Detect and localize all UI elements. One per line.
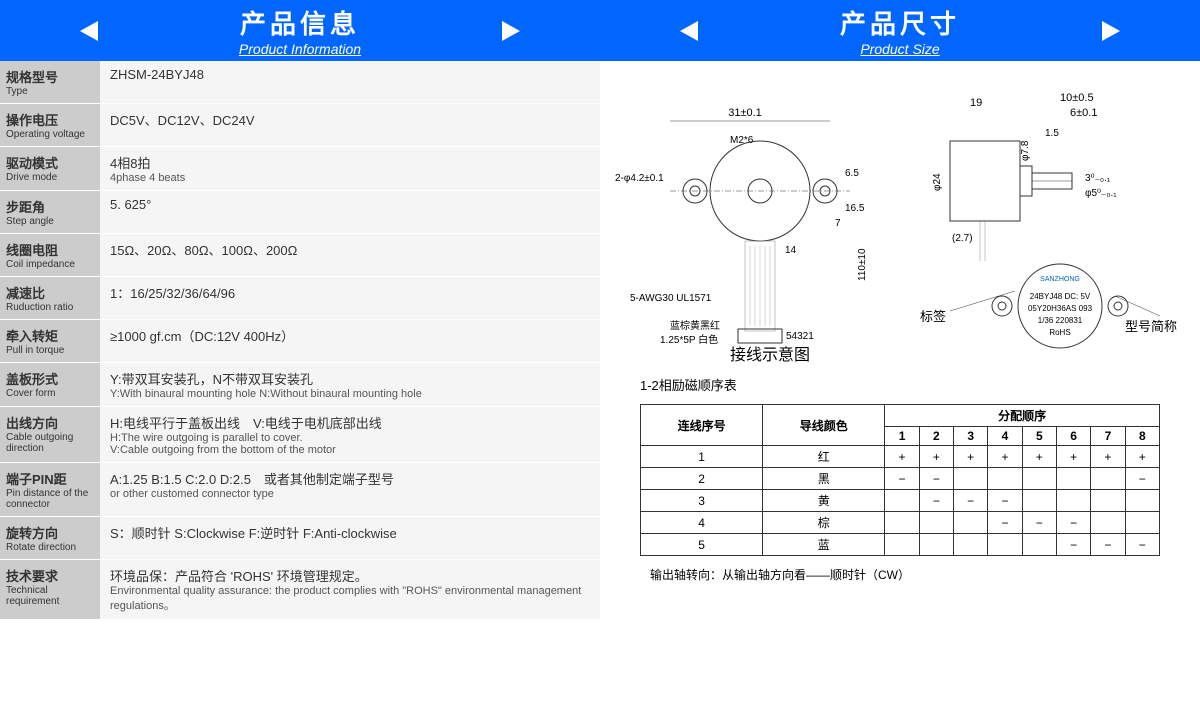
spec-label: 端子PIN距Pin distance of the connector: [0, 463, 100, 516]
product-size-panel: 产品尺寸 Product Size 31±0.1 M2*6 2-φ4.2±0.1: [600, 0, 1200, 620]
spec-label: 出线方向Cable outgoing direction: [0, 407, 100, 462]
spec-row: 驱动模式Drive mode4相8拍4phase 4 beats: [0, 147, 600, 191]
dim-s1: 19: [970, 97, 982, 109]
spec-row: 步距角Step angle5. 625°: [0, 191, 600, 234]
decor-right-arrow: [1102, 21, 1120, 41]
spec-value: 1：16/25/32/36/64/96: [100, 277, 600, 319]
spec-label: 技术要求Technical requirement: [0, 560, 100, 619]
seq-title: 1-2相励磁顺序表: [640, 375, 1190, 394]
dim-s6: φ24: [932, 173, 943, 191]
spec-value: 5. 625°: [100, 191, 600, 233]
spec-value: 4相8拍4phase 4 beats: [100, 147, 600, 190]
spec-value: ZHSM-24BYJ48: [100, 61, 600, 103]
sequence-table: 连线序号导线颜色分配顺序123456781红++++++++2黑−−−3黄−−−…: [640, 404, 1160, 556]
dim-awg: 5-AWG30 UL1571: [630, 293, 712, 304]
spec-value: A:1.25 B:1.5 C:2.0 D:2.5 或者其他制定端子型号or ot…: [100, 463, 600, 516]
dim-165: 16.5: [845, 203, 865, 214]
dim-colorwire: 蓝棕黄黑红: [670, 319, 720, 332]
dim-31: 31±0.1: [728, 107, 762, 119]
spec-row: 技术要求Technical requirement环境品保：产品符合 'ROHS…: [0, 560, 600, 620]
dim-connector: 1.25*5P 白色: [660, 333, 718, 346]
dim-s7: 3⁰₋₀.₁: [1085, 173, 1111, 184]
spec-row: 盖板形式Cover formY:带双耳安装孔，N不带双耳安装孔Y:With bi…: [0, 363, 600, 407]
spec-row: 操作电压Operating voltageDC5V、DC12V、DC24V: [0, 104, 600, 147]
technical-drawings: 31±0.1 M2*6 2-φ4.2±0.1: [610, 81, 1190, 351]
dim-pins: 54321: [786, 331, 814, 342]
front-view-drawing: 31±0.1 M2*6 2-φ4.2±0.1: [610, 81, 890, 351]
spec-row: 端子PIN距Pin distance of the connectorA:1.2…: [0, 463, 600, 517]
ml4: 1/36 220831: [1038, 316, 1083, 325]
decor-left-arrow: [680, 21, 698, 41]
decor-right-arrow: [502, 21, 520, 41]
seq-note: 输出轴转向：从输出轴方向看——顺时针（CW）: [650, 566, 1190, 583]
diagram-area: 31±0.1 M2*6 2-φ4.2±0.1: [600, 61, 1200, 603]
dim-110: 110±10: [857, 248, 868, 281]
side-view-drawing: 19 10±0.5 6±0.1 1.5 φ7.8 φ24 3⁰₋₀.₁ φ5⁰₋…: [910, 81, 1190, 351]
dim-s4: 1.5: [1045, 128, 1059, 139]
dim-s2: 10±0.5: [1060, 92, 1094, 104]
spec-label: 步距角Step angle: [0, 191, 100, 233]
spec-row: 旋转方向Rotate directionS：顺时针 S:Clockwise F:…: [0, 517, 600, 560]
model-text: 型号简称: [1125, 319, 1177, 334]
spec-row: 减速比Ruduction ratio1：16/25/32/36/64/96: [0, 277, 600, 320]
spec-value: 15Ω、20Ω、80Ω、100Ω、200Ω: [100, 234, 600, 276]
right-header-en: Product Size: [600, 41, 1200, 57]
spec-row: 规格型号TypeZHSM-24BYJ48: [0, 61, 600, 104]
spec-label: 旋转方向Rotate direction: [0, 517, 100, 559]
product-info-panel: 产品信息 Product Information 规格型号TypeZHSM-24…: [0, 0, 600, 620]
spec-value: DC5V、DC12V、DC24V: [100, 104, 600, 146]
left-header-en: Product Information: [0, 41, 600, 57]
dim-14: 14: [785, 245, 797, 256]
spec-label: 驱动模式Drive mode: [0, 147, 100, 190]
dim-7: 7: [835, 218, 841, 229]
spec-label: 盖板形式Cover form: [0, 363, 100, 406]
dim-hole: 2-φ4.2±0.1: [615, 173, 664, 184]
brand: SANZHONG: [1040, 276, 1080, 283]
decor-left-arrow: [80, 21, 98, 41]
spec-value: Y:带双耳安装孔，N不带双耳安装孔Y:With binaural mountin…: [100, 363, 600, 406]
ml5: RoHS: [1049, 328, 1070, 337]
ml2: 24BYJ48 DC: 5V: [1030, 292, 1091, 301]
spec-row: 出线方向Cable outgoing directionH:电线平行于盖板出线 …: [0, 407, 600, 463]
spec-label: 操作电压Operating voltage: [0, 104, 100, 146]
dim-s5: φ7.8: [1020, 140, 1031, 161]
dim-65: 6.5: [845, 168, 859, 179]
dim-s9: (2.7): [952, 233, 973, 244]
spec-row: 线圈电阻Coil impedance15Ω、20Ω、80Ω、100Ω、200Ω: [0, 234, 600, 277]
spec-label: 牵入转矩Pull in torque: [0, 320, 100, 362]
spec-value: 环境品保：产品符合 'ROHS' 环境管理规定。Environmental qu…: [100, 560, 600, 619]
label-text: 标签: [920, 309, 946, 324]
ml3: 05Y20H36AS 093: [1028, 304, 1093, 313]
right-header: 产品尺寸 Product Size: [600, 0, 1200, 61]
left-header: 产品信息 Product Information: [0, 0, 600, 61]
dim-s8: φ5⁰₋₀.₁: [1085, 188, 1117, 199]
spec-label: 线圈电阻Coil impedance: [0, 234, 100, 276]
spec-value: S：顺时针 S:Clockwise F:逆时针 F:Anti-clockwise: [100, 517, 600, 559]
spec-label: 减速比Ruduction ratio: [0, 277, 100, 319]
spec-value: H:电线平行于盖板出线 V:电线于电机底部出线H:The wire outgoi…: [100, 407, 600, 462]
dim-s3: 6±0.1: [1070, 107, 1097, 119]
spec-label: 规格型号Type: [0, 61, 100, 103]
